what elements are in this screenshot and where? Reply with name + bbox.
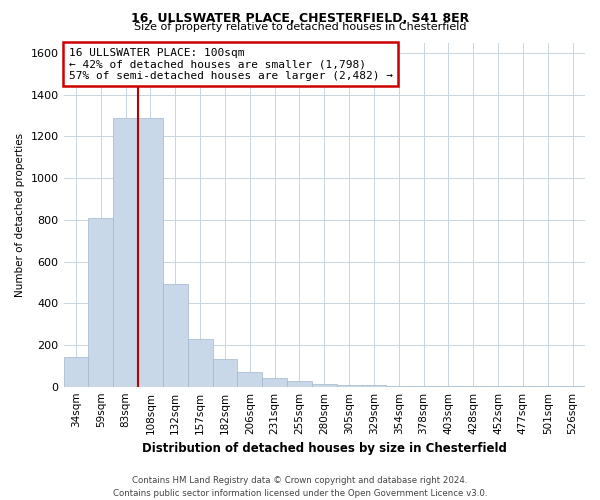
Bar bbox=[188, 338, 212, 386]
Text: 16 ULLSWATER PLACE: 100sqm
← 42% of detached houses are smaller (1,798)
57% of s: 16 ULLSWATER PLACE: 100sqm ← 42% of deta… bbox=[69, 48, 393, 81]
Y-axis label: Number of detached properties: Number of detached properties bbox=[15, 132, 25, 296]
Bar bbox=[163, 284, 188, 386]
Bar bbox=[337, 384, 362, 386]
Text: Contains HM Land Registry data © Crown copyright and database right 2024.
Contai: Contains HM Land Registry data © Crown c… bbox=[113, 476, 487, 498]
Bar bbox=[312, 384, 337, 386]
Bar bbox=[88, 218, 113, 386]
Bar bbox=[138, 118, 163, 386]
Bar bbox=[262, 378, 287, 386]
Bar bbox=[238, 372, 262, 386]
Bar bbox=[212, 358, 238, 386]
Bar bbox=[64, 358, 88, 386]
Text: 16, ULLSWATER PLACE, CHESTERFIELD, S41 8ER: 16, ULLSWATER PLACE, CHESTERFIELD, S41 8… bbox=[131, 12, 469, 26]
Bar bbox=[287, 382, 312, 386]
Text: Size of property relative to detached houses in Chesterfield: Size of property relative to detached ho… bbox=[134, 22, 466, 32]
Bar bbox=[113, 118, 138, 386]
X-axis label: Distribution of detached houses by size in Chesterfield: Distribution of detached houses by size … bbox=[142, 442, 507, 455]
Bar bbox=[362, 385, 386, 386]
